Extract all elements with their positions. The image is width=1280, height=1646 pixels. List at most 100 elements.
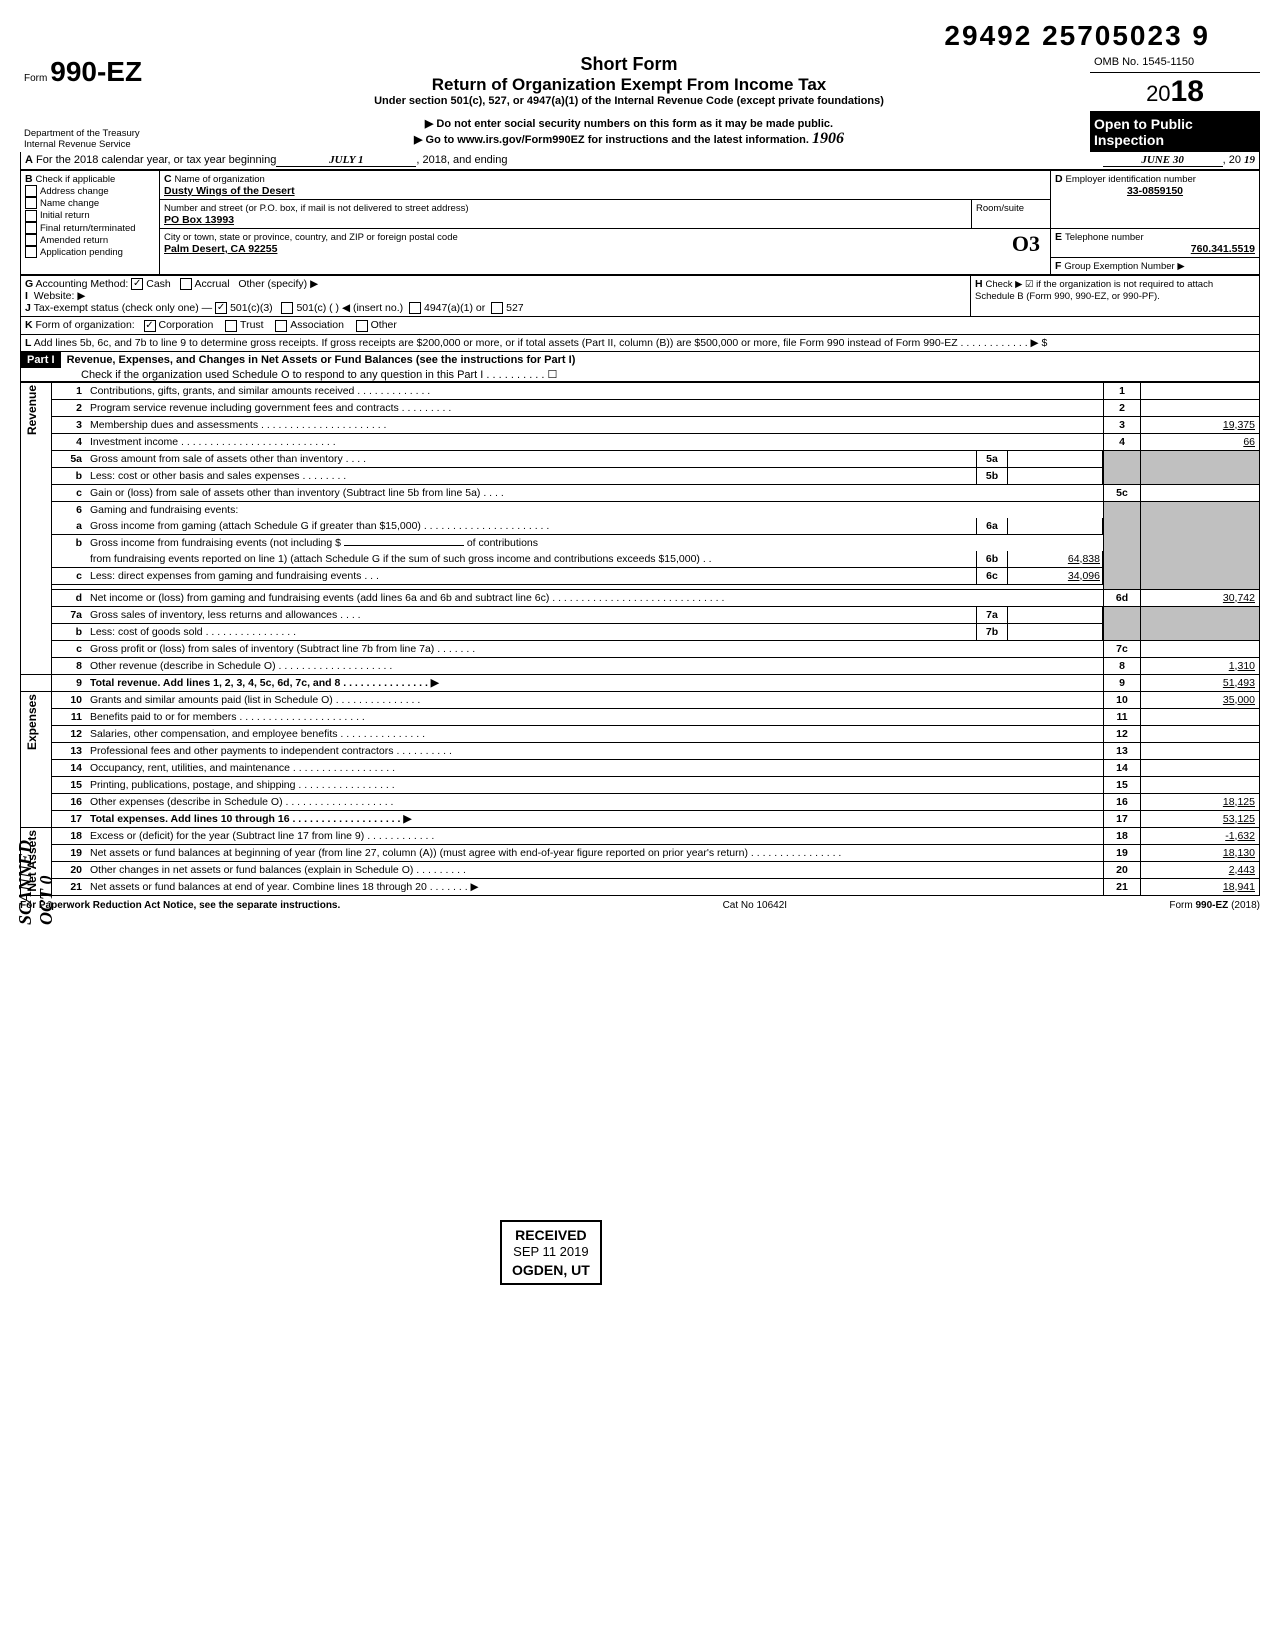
org-name: Dusty Wings of the Desert [164,185,295,197]
chk-address-change[interactable] [25,185,37,197]
ln15-amt [1141,776,1260,793]
chk-amended[interactable] [25,234,37,246]
ln18-amt: -1,632 [1141,827,1260,844]
room-suite-label: Room/suite [976,203,1024,214]
expenses-side-label: Expenses [25,694,39,750]
name-of-org-label: Name of organization [175,174,265,185]
check-if-applicable: Check if applicable [36,174,116,185]
ln16-desc: Other expenses (describe in Schedule O) … [86,793,1104,810]
ln6d-desc: Net income or (loss) from gaming and fun… [86,589,1104,606]
ln11-amt [1141,708,1260,725]
open-public-label: Open to Public Inspection [1090,112,1260,152]
chk-527[interactable] [491,302,503,314]
ln6-desc: Gaming and fundraising events: [86,501,1104,518]
ln2-amt [1141,399,1260,416]
form-prefix: Form 990-EZ [24,56,164,88]
ln6a-amt [1008,518,1103,534]
city-label: City or town, state or province, country… [164,232,458,243]
short-form-label: Short Form [172,54,1086,75]
chk-501c[interactable] [281,302,293,314]
ln7c-amt [1141,640,1260,657]
chk-4947[interactable] [409,302,421,314]
city-value: Palm Desert, CA 92255 [164,243,277,255]
schedule-b-note: Check ▶ ☑ if the organization is not req… [975,279,1213,302]
scanned-side-label: SCANNED OCT 0 [15,840,57,925]
ln1-num: 1 [76,385,82,397]
ln7b-desc: Less: cost of goods sold . . . . . . . .… [86,624,976,640]
ln2-desc: Program service revenue including govern… [86,399,1104,416]
ln6b-desc: from fundraising events reported on line… [86,551,976,567]
ln11-desc: Benefits paid to or for members . . . . … [86,708,1104,725]
ln12-desc: Salaries, other compensation, and employ… [86,725,1104,742]
ln20-desc: Other changes in net assets or fund bala… [86,861,1104,878]
phone-label: Telephone number [1065,232,1144,243]
ln14-desc: Occupancy, rent, utilities, and maintena… [86,759,1104,776]
ln21-desc: Net assets or fund balances at end of ye… [86,878,1104,895]
tax-year-end[interactable]: JUNE 30 [1103,154,1223,167]
ln21-amt: 18,941 [1141,878,1260,895]
ln6c-desc: Less: direct expenses from gaming and fu… [86,568,976,584]
ln1-amt [1141,382,1260,399]
ln10-amt: 35,000 [1141,691,1260,708]
ln5b-desc: Less: cost or other basis and sales expe… [86,468,976,484]
chk-cash[interactable] [131,278,143,290]
dept-treasury: Department of the Treasury Internal Reve… [24,128,164,150]
ln8-amt: 1,310 [1141,657,1260,674]
chk-accrual[interactable] [180,278,192,290]
ln6c-amt: 34,096 [1008,568,1103,584]
chk-app-pending[interactable] [25,246,37,258]
part1-title: Revenue, Expenses, and Changes in Net As… [64,351,579,369]
accounting-method-label: Accounting Method: [36,278,129,290]
ln17-amt: 53,125 [1141,810,1260,827]
ln9-amt: 51,493 [1141,674,1260,691]
revenue-side-label: Revenue [25,385,39,435]
ssn-note: ▶ Do not enter social security numbers o… [172,117,1086,130]
form-of-org-label: Form of organization: [36,319,135,331]
part1-label: Part I [21,352,61,368]
ln19-amt: 18,130 [1141,844,1260,861]
ln5a-desc: Gross amount from sale of assets other t… [86,451,976,467]
ln5a-amt [1008,451,1103,467]
chk-final-return[interactable] [25,222,37,234]
handwritten-o3: O3 [1012,231,1040,257]
line-a-mid: , 2018, and ending [416,154,507,167]
chk-initial-return[interactable] [25,210,37,222]
footer-left: For Paperwork Reduction Act Notice, see … [20,900,340,911]
tax-exempt-label: Tax-exempt status (check only one) — [34,302,213,314]
chk-name-change[interactable] [25,197,37,209]
ln1-rn: 1 [1104,382,1141,399]
group-exemption-label: Group Exemption Number ▶ [1064,261,1184,272]
chk-other[interactable] [356,320,368,332]
footer-right: Form 990-EZ (2018) [1169,900,1260,911]
tax-year-begin[interactable]: JULY 1 [276,154,416,167]
omb-number: OMB No. 1545-1150 [1090,52,1260,73]
ln1-desc: Contributions, gifts, grants, and simila… [86,382,1104,399]
year-suffix: 18 [1171,75,1204,108]
street-label: Number and street (or P.O. box, if mail … [164,203,469,214]
year-prefix: 20 [1146,81,1170,106]
phone-value: 760.341.5519 [1191,243,1255,255]
part1-check-line: Check if the organization used Schedule … [21,368,1259,381]
ln6d-amt: 30,742 [1141,589,1260,606]
ein-label: Employer identification number [1066,174,1196,185]
tax-year-end-yy[interactable]: 19 [1244,154,1255,166]
ln3-amt: 19,375 [1141,416,1260,433]
ln7a-desc: Gross sales of inventory, less returns a… [86,607,976,623]
ln19-desc: Net assets or fund balances at beginning… [86,844,1104,861]
received-stamp: RECEIVED SEP 11 2019 OGDEN, UT [500,1220,602,1285]
chk-association[interactable] [275,320,287,332]
ln6b-amt: 64,838 [1008,551,1103,567]
chk-trust[interactable] [225,320,237,332]
ln14-amt [1141,759,1260,776]
ln9-desc: Total revenue. Add lines 1, 2, 3, 4, 5c,… [90,677,439,689]
goto-note: ▶ Go to www.irs.gov/Form990EZ for instru… [172,130,1086,148]
line-a-text: For the 2018 calendar year, or tax year … [36,154,276,166]
ln15-desc: Printing, publications, postage, and shi… [86,776,1104,793]
ln13-amt [1141,742,1260,759]
footer-mid: Cat No 10642I [723,900,788,911]
ln3-desc: Membership dues and assessments . . . . … [86,416,1104,433]
ln4-amt: 66 [1141,433,1260,450]
chk-corporation[interactable] [144,320,156,332]
ln6b-mid: of contributions [467,537,538,549]
chk-501c3[interactable] [215,302,227,314]
